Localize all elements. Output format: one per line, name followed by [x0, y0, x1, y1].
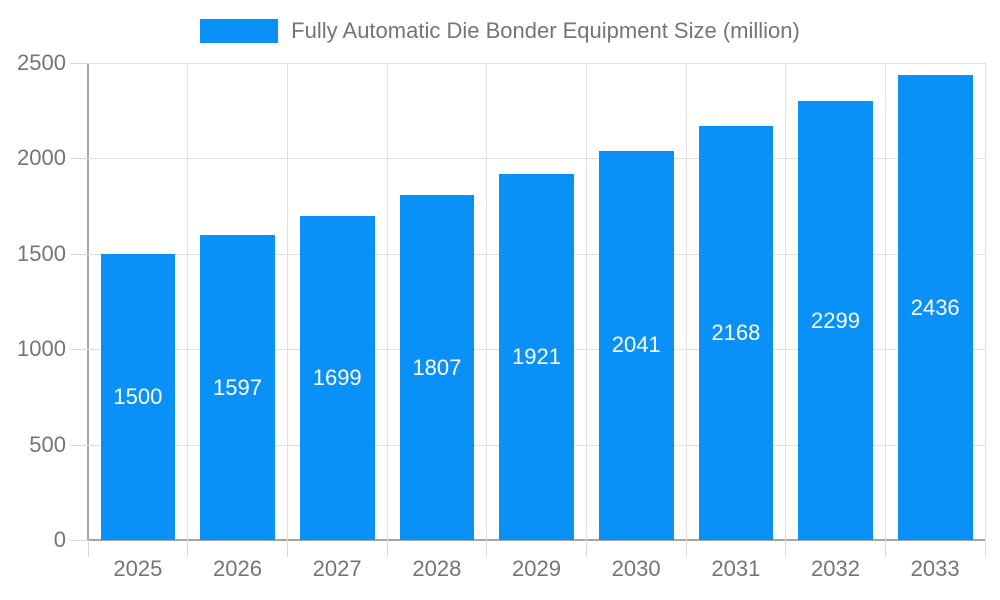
bar: [499, 173, 574, 540]
gridline-vertical: [286, 63, 288, 540]
bar: [798, 101, 873, 540]
gridline-vertical: [685, 63, 687, 540]
bar-value-label: 1921: [512, 343, 561, 369]
bar: [299, 215, 375, 540]
bar-value-label: 1500: [113, 383, 163, 409]
y-axis-tick: [70, 349, 88, 351]
legend-label: Fully Automatic Die Bonder Equipment Siz…: [291, 18, 800, 43]
x-axis-tick: [486, 540, 488, 557]
x-axis-tick: [87, 540, 89, 557]
x-tick-label: 2031: [711, 556, 761, 581]
y-tick-label: 0: [53, 527, 66, 552]
x-axis-tick: [286, 540, 288, 557]
bar: [200, 235, 275, 540]
x-tick-label: 2030: [611, 556, 661, 581]
bar-value-label: 1807: [412, 354, 462, 380]
x-axis-tick: [386, 540, 388, 557]
gridline-vertical: [187, 63, 189, 540]
plot-area: 1500 1597 1699 1807 1921 2041 2168 2299 2436: [70, 63, 986, 557]
y-axis-tick: [70, 63, 88, 64]
gridline-horizontal: [88, 63, 985, 64]
bar-value-label: 1699: [312, 364, 362, 390]
x-axis-tick: [984, 540, 986, 557]
gridline-vertical: [585, 63, 587, 540]
x-tick-label: 2025: [113, 556, 163, 581]
bar-value-label: 1597: [213, 374, 262, 400]
bar: [100, 253, 176, 540]
legend[interactable]: Fully Automatic Die Bonder Equipment Siz…: [0, 14, 1000, 48]
gridline-vertical: [984, 63, 986, 540]
x-tick-label: 2027: [312, 556, 362, 581]
y-tick-label: 2000: [17, 145, 66, 171]
bar-value-label: 2041: [611, 332, 661, 358]
y-axis-tick: [70, 253, 88, 255]
y-axis-tick: [70, 158, 88, 160]
gridline-vertical: [486, 63, 488, 540]
gridline-vertical: [884, 63, 886, 540]
x-tick-label: 2026: [213, 556, 262, 581]
y-axis-line: [87, 63, 89, 540]
x-tick-label: 2033: [910, 556, 960, 581]
x-tick-label: 2028: [412, 556, 462, 581]
y-tick-label: 1000: [17, 336, 66, 362]
bar: [399, 195, 475, 540]
x-tick-label: 2029: [512, 556, 561, 581]
bar: [698, 126, 774, 540]
gridline-horizontal: [88, 158, 985, 160]
bar: [598, 150, 674, 540]
x-tick-label: 2032: [811, 556, 860, 581]
y-axis-tick: [70, 444, 88, 446]
y-tick-label: 1500: [17, 240, 66, 266]
gridline-vertical: [386, 63, 388, 540]
x-axis-tick: [785, 540, 787, 557]
x-axis-tick: [685, 540, 687, 557]
gridline-vertical: [785, 63, 787, 540]
bar-value-label: 2168: [711, 320, 761, 346]
y-tick-label: 500: [29, 431, 66, 457]
legend-swatch-icon: [200, 19, 279, 43]
y-axis-tick: [70, 540, 88, 541]
x-axis-tick: [585, 540, 587, 557]
y-tick-label: 2500: [17, 50, 66, 75]
bar-value-label: 2299: [811, 307, 860, 333]
x-axis-tick: [187, 540, 189, 557]
bar-value-label: 2436: [910, 294, 960, 320]
x-axis-line: [88, 539, 985, 541]
bar: [897, 75, 973, 540]
x-axis-tick: [884, 540, 886, 557]
